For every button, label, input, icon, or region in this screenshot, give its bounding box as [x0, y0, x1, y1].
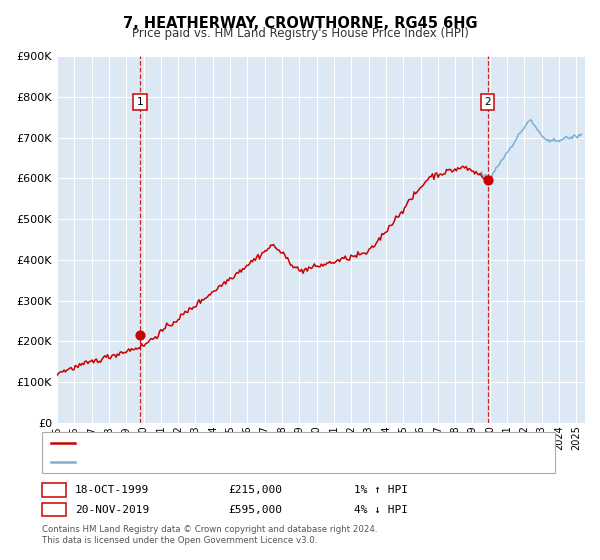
Text: 1% ↑ HPI: 1% ↑ HPI	[354, 485, 408, 495]
Text: Contains HM Land Registry data © Crown copyright and database right 2024.: Contains HM Land Registry data © Crown c…	[42, 525, 377, 534]
Text: 1: 1	[50, 485, 58, 495]
Text: This data is licensed under the Open Government Licence v3.0.: This data is licensed under the Open Gov…	[42, 536, 317, 545]
Text: 7, HEATHERWAY, CROWTHORNE, RG45 6HG: 7, HEATHERWAY, CROWTHORNE, RG45 6HG	[122, 16, 478, 31]
Text: 2: 2	[484, 97, 491, 107]
Text: 1: 1	[137, 97, 143, 107]
Text: 4% ↓ HPI: 4% ↓ HPI	[354, 505, 408, 515]
Text: 18-OCT-1999: 18-OCT-1999	[75, 485, 149, 495]
Text: Price paid vs. HM Land Registry's House Price Index (HPI): Price paid vs. HM Land Registry's House …	[131, 27, 469, 40]
Text: 7, HEATHERWAY, CROWTHORNE, RG45 6HG (detached house): 7, HEATHERWAY, CROWTHORNE, RG45 6HG (det…	[81, 438, 406, 448]
Point	[135, 331, 145, 340]
Text: £595,000: £595,000	[228, 505, 282, 515]
Point	[483, 176, 493, 185]
Text: 2: 2	[50, 505, 58, 515]
Text: 20-NOV-2019: 20-NOV-2019	[75, 505, 149, 515]
Text: HPI: Average price, detached house, Wokingham: HPI: Average price, detached house, Woki…	[81, 456, 362, 466]
Text: £215,000: £215,000	[228, 485, 282, 495]
